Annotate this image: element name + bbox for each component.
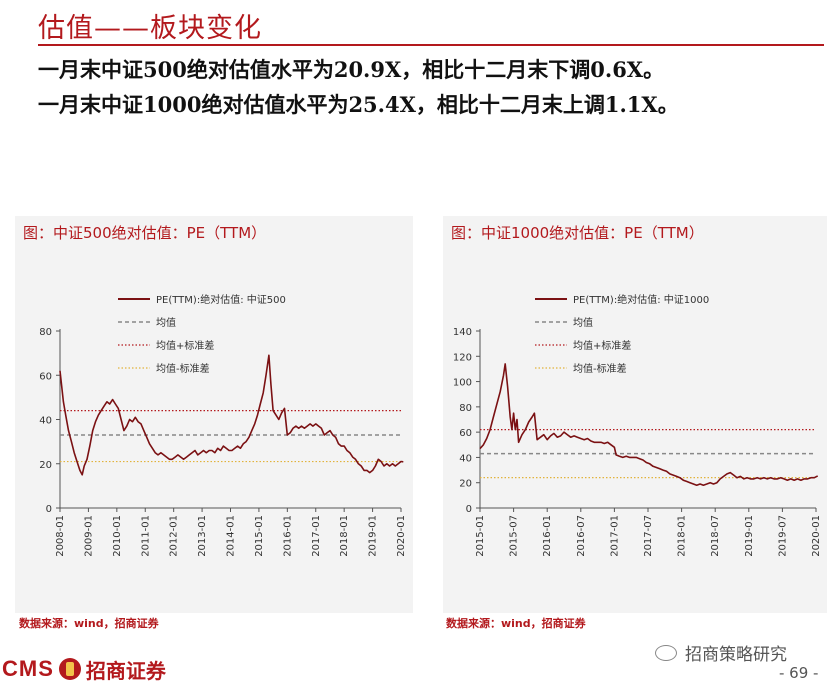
x-tick-label-6: 2018-01 <box>677 515 688 557</box>
wechat-account: 招商策略研究 <box>655 640 787 665</box>
page-title: 估值——板块变化 <box>38 13 262 44</box>
x-tick-label-7: 2018-07 <box>710 515 721 557</box>
legend-label-3: 均值-标准差 <box>156 362 210 375</box>
chart-title-csi1000: 图：中证1000绝对估值：PE（TTM） <box>451 224 704 242</box>
x-tick-label-9: 2017-01 <box>311 515 322 557</box>
legend-label-3: 均值-标准差 <box>573 362 627 375</box>
x-tick-label-4: 2017-01 <box>609 515 620 557</box>
x-tick-label-3: 2016-07 <box>576 515 587 557</box>
x-tick-label-1: 2009-01 <box>83 515 94 557</box>
wechat-account-name: 招商策略研究 <box>685 645 787 665</box>
page-number: - 69 - <box>779 664 819 682</box>
bullet-csi500: 一月末中证500绝对估值水平为20.9X，相比十二月末下调0.6X。 <box>38 57 665 82</box>
y-tick-label-2: 40 <box>39 416 52 427</box>
legend-label-1: 均值 <box>573 316 593 329</box>
y-tick-label-4: 80 <box>459 403 472 414</box>
y-tick-label-7: 140 <box>453 327 472 338</box>
x-tick-label-10: 2020-01 <box>811 515 822 557</box>
y-tick-label-3: 60 <box>39 371 52 382</box>
x-tick-label-10: 2018-01 <box>339 515 350 557</box>
y-tick-label-5: 100 <box>453 378 472 389</box>
x-tick-label-1: 2015-07 <box>509 515 520 557</box>
x-tick-label-3: 2011-01 <box>140 515 151 557</box>
y-tick-label-4: 80 <box>39 327 52 338</box>
logo-cn-text: 招商证券 <box>85 658 166 683</box>
y-tick-label-3: 60 <box>459 428 472 439</box>
x-tick-label-12: 2020-01 <box>396 515 407 557</box>
legend-label-2: 均值+标准差 <box>573 339 631 352</box>
legend-label-0: PE(TTM):绝对估值: 中证1000 <box>573 293 709 306</box>
chart-panel-csi1000: 图：中证1000绝对估值：PE（TTM） PE(TTM):绝对估值: 中证100… <box>443 216 827 613</box>
legend-label-0: PE(TTM):绝对估值: 中证500 <box>156 293 286 306</box>
y-tick-label-0: 0 <box>466 504 472 515</box>
x-tick-label-4: 2012-01 <box>169 515 180 557</box>
bullet-csi1000: 一月末中证1000绝对估值水平为25.4X，相比十二月末上调1.1X。 <box>38 92 679 117</box>
x-tick-label-2: 2016-01 <box>542 515 553 557</box>
logo-cms-text: CMS <box>2 656 54 681</box>
x-tick-label-9: 2019-07 <box>777 515 788 557</box>
chart-title-csi500: 图：中证500绝对估值：PE（TTM） <box>23 224 267 242</box>
y-tick-label-1: 20 <box>39 460 52 471</box>
y-tick-label-0: 0 <box>46 504 52 515</box>
x-tick-label-6: 2014-01 <box>226 515 237 557</box>
x-tick-label-8: 2016-01 <box>282 515 293 557</box>
source-note-right: 数据来源：wind，招商证券 <box>446 617 586 630</box>
title-rule <box>38 44 824 46</box>
x-tick-label-0: 2015-01 <box>475 515 486 557</box>
y-tick-label-1: 20 <box>459 479 472 490</box>
x-tick-label-11: 2019-01 <box>368 515 379 557</box>
x-tick-label-8: 2019-01 <box>744 515 755 557</box>
logo-badge-icon <box>58 658 81 680</box>
x-tick-label-5: 2013-01 <box>197 515 208 557</box>
source-note-left: 数据来源：wind，招商证券 <box>19 617 159 630</box>
y-tick-label-6: 120 <box>453 352 472 363</box>
legend-label-1: 均值 <box>156 316 176 329</box>
series-line <box>59 354 404 476</box>
x-tick-label-2: 2010-01 <box>112 515 123 557</box>
y-tick-label-2: 40 <box>459 453 472 464</box>
chart-panel-csi500: 图：中证500绝对估值：PE（TTM） PE(TTM):绝对估值: 中证500 均… <box>15 216 413 613</box>
x-tick-label-5: 2017-07 <box>643 515 654 557</box>
series-line <box>479 363 819 487</box>
x-tick-label-0: 2008-01 <box>55 515 66 557</box>
x-tick-label-7: 2015-01 <box>254 515 265 557</box>
cms-logo: CMS 招商证券 <box>2 656 166 683</box>
wechat-icon <box>655 644 677 661</box>
legend-label-2: 均值+标准差 <box>156 339 214 352</box>
